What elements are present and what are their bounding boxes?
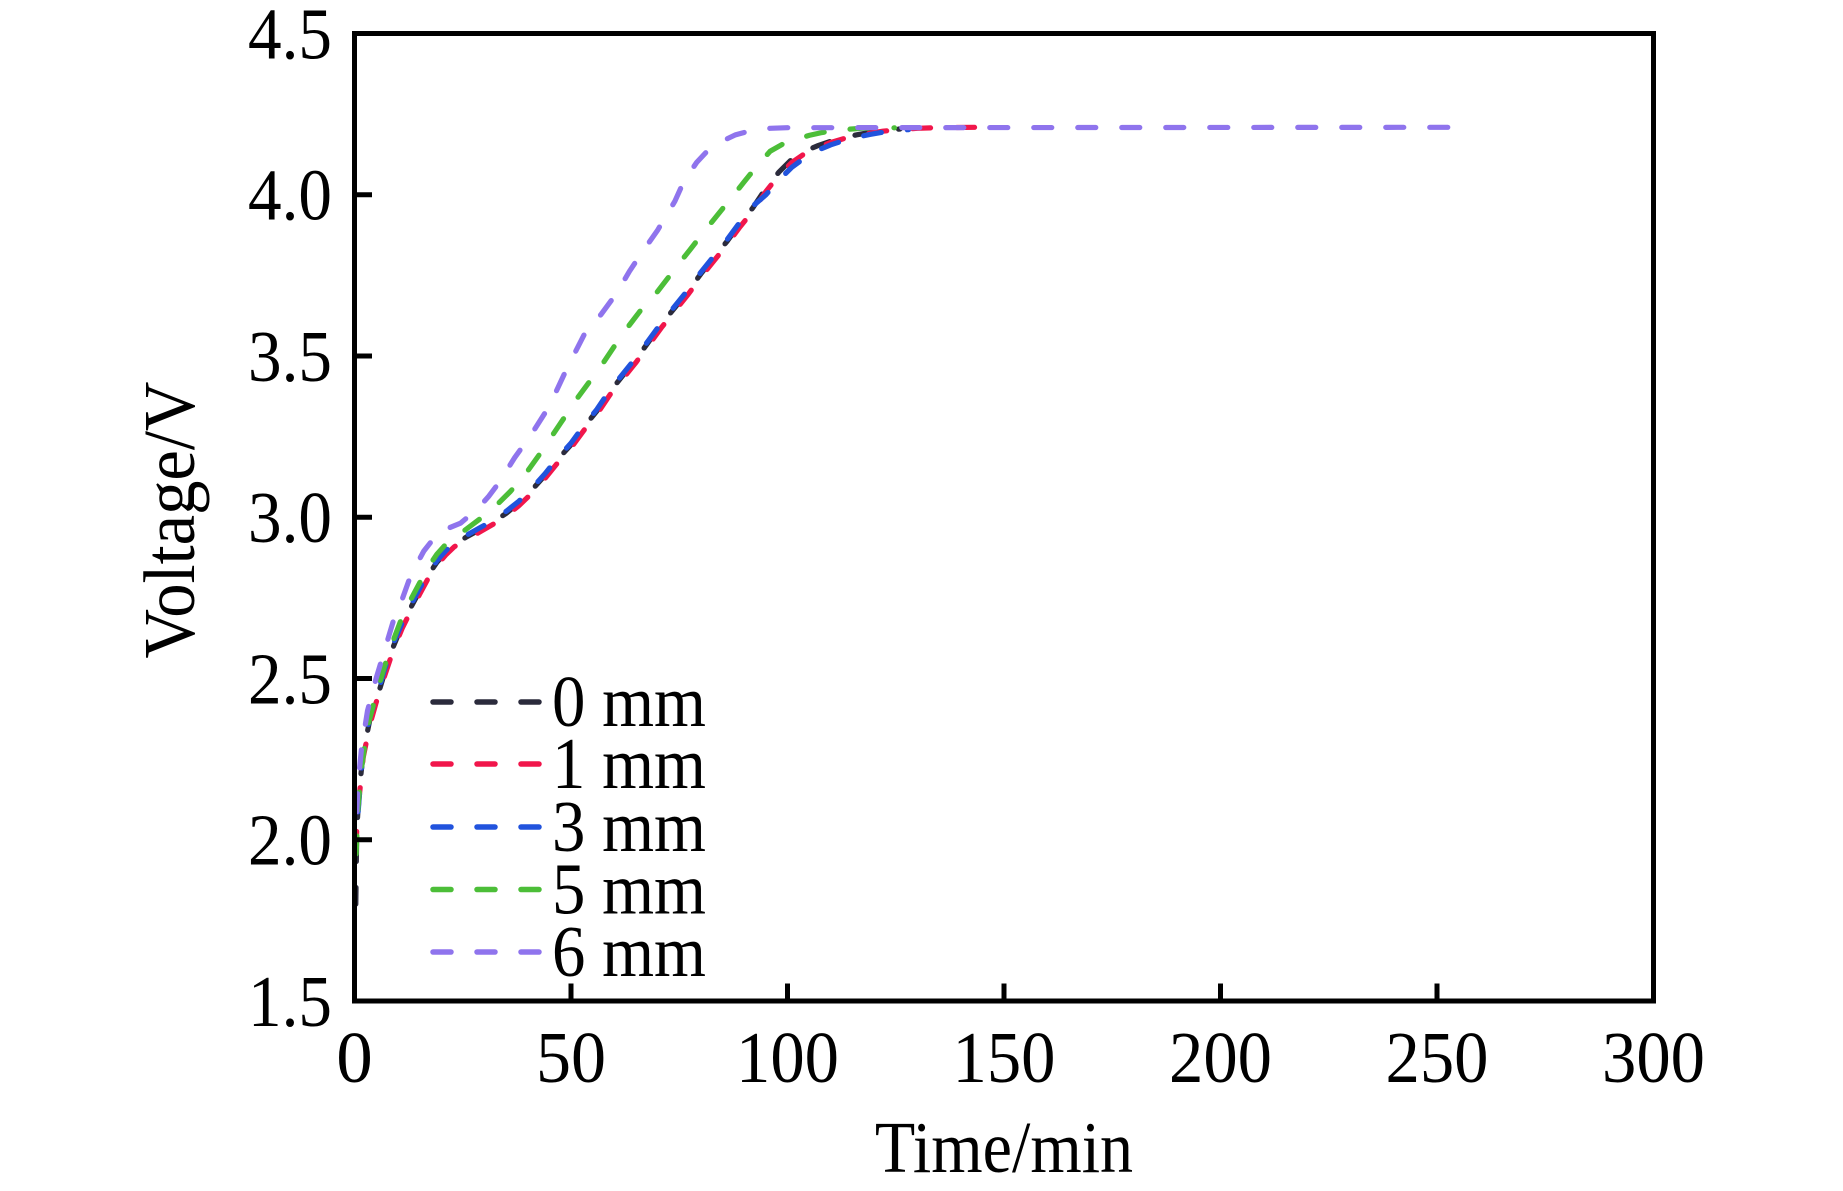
svg-text:2.0: 2.0 [248,800,332,881]
svg-text:4.5: 4.5 [248,0,332,75]
svg-text:3 mm: 3 mm [552,787,706,867]
svg-text:0: 0 [336,1017,373,1098]
svg-text:100: 100 [736,1018,839,1098]
svg-text:250: 250 [1386,1018,1489,1098]
svg-text:200: 200 [1169,1018,1272,1098]
svg-text:50: 50 [536,1018,606,1099]
svg-text:4.0: 4.0 [248,155,332,236]
svg-text:1 mm: 1 mm [552,724,706,804]
svg-text:3.0: 3.0 [248,478,332,559]
svg-text:150: 150 [953,1018,1056,1098]
svg-text:3.5: 3.5 [248,316,332,397]
svg-text:1.5: 1.5 [248,961,332,1042]
svg-text:2.5: 2.5 [248,639,332,720]
svg-text:6 mm: 6 mm [552,912,706,992]
svg-text:Voltage/V: Voltage/V [130,382,210,659]
svg-text:Time/min: Time/min [875,1108,1133,1189]
svg-text:300: 300 [1602,1018,1705,1098]
svg-text:5 mm: 5 mm [552,850,706,930]
svg-text:0 mm: 0 mm [552,662,706,742]
